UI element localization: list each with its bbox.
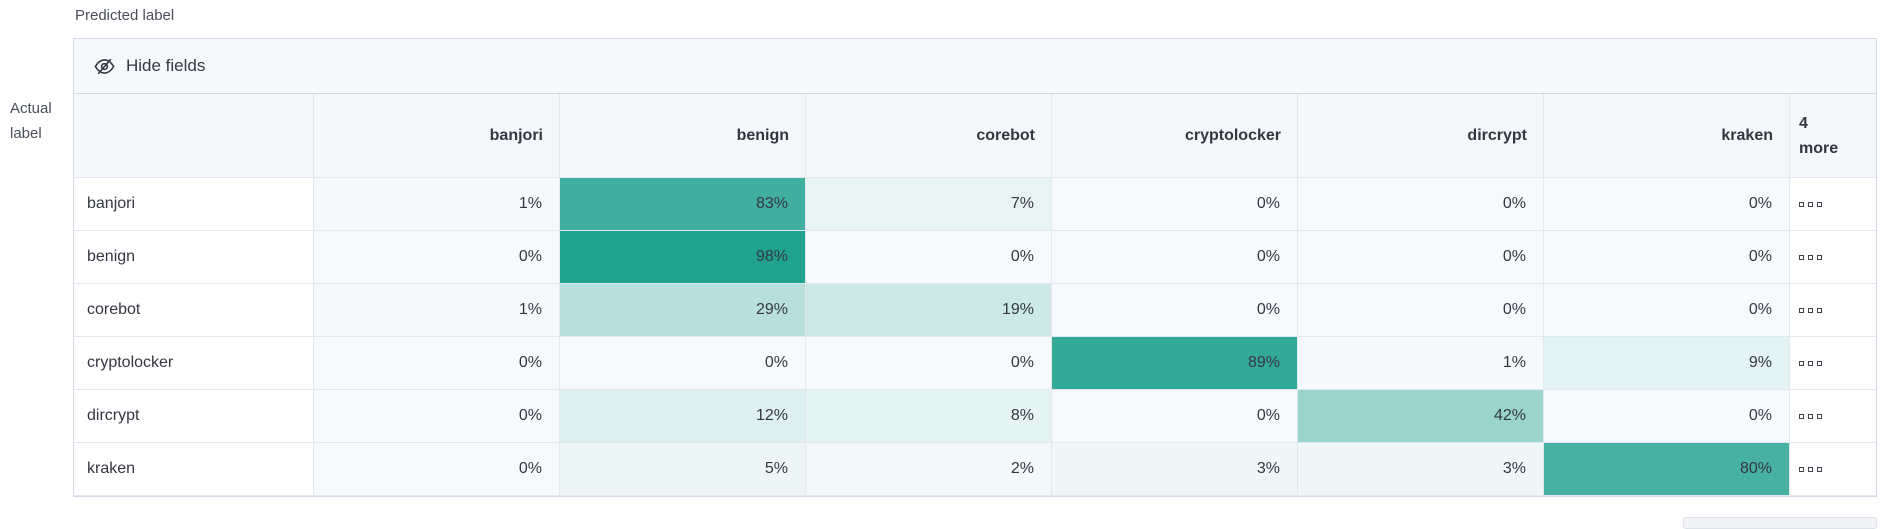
matrix-cell[interactable]: 1% [314,178,560,231]
matrix-cell[interactable]: 42% [1298,390,1544,443]
column-header-benign: benign [560,94,806,178]
matrix-cell[interactable]: 0% [1052,231,1298,284]
boxes-horizontal-icon [1799,307,1822,313]
eye-closed-icon [94,56,115,77]
matrix-cell[interactable]: 0% [1298,284,1544,337]
actual-axis-label-line2: label [10,125,42,142]
matrix-cell[interactable]: 7% [806,178,1052,231]
matrix-cell[interactable]: 1% [314,284,560,337]
confusion-matrix-grid: banjori benign corebot cryptolocker dirc… [74,94,1876,496]
more-columns-cell[interactable] [1790,178,1876,231]
hide-fields-label: Hide fields [126,56,206,75]
matrix-cell[interactable]: 0% [314,231,560,284]
column-header-banjori: banjori [314,94,560,178]
more-count: 4 [1799,114,1808,132]
matrix-cell[interactable]: 0% [314,390,560,443]
row-label-benign[interactable]: benign [74,231,314,284]
matrix-cell[interactable]: 3% [1052,443,1298,496]
more-columns-cell[interactable] [1790,231,1876,284]
column-header-kraken: kraken [1544,94,1790,178]
column-header-dircrypt: dircrypt [1298,94,1544,178]
hide-fields-button[interactable]: Hide fields [94,56,205,77]
row-label-dircrypt[interactable]: dircrypt [74,390,314,443]
more-columns-cell[interactable] [1790,284,1876,337]
column-header-corebot: corebot [806,94,1052,178]
more-columns-cell[interactable] [1790,443,1876,496]
matrix-cell[interactable]: 5% [560,443,806,496]
boxes-horizontal-icon [1799,254,1822,260]
matrix-cell[interactable]: 12% [560,390,806,443]
actual-axis-label: Actual label [10,96,52,146]
matrix-cell[interactable]: 0% [806,337,1052,390]
more-columns-cell[interactable] [1790,337,1876,390]
more-word: more [1799,139,1839,157]
row-label-kraken[interactable]: kraken [74,443,314,496]
grid-controls-bar: Hide fields [74,39,1876,94]
matrix-cell[interactable]: 0% [1052,390,1298,443]
matrix-cell[interactable]: 0% [1298,178,1544,231]
row-label-banjori[interactable]: banjori [74,178,314,231]
matrix-cell[interactable]: 0% [1544,390,1790,443]
more-columns-cell[interactable] [1790,390,1876,443]
column-header-cryptolocker: cryptolocker [1052,94,1298,178]
matrix-cell[interactable]: 98% [560,231,806,284]
matrix-cell[interactable]: 0% [806,231,1052,284]
matrix-cell[interactable]: 89% [1052,337,1298,390]
matrix-cell[interactable]: 9% [1544,337,1790,390]
boxes-horizontal-icon [1799,466,1822,472]
matrix-cell[interactable]: 0% [1052,284,1298,337]
predicted-axis-label: Predicted label [75,7,175,24]
header-corner-cell [74,94,314,178]
row-label-cryptolocker[interactable]: cryptolocker [74,337,314,390]
confusion-matrix-panel: Hide fields banjori benign corebot crypt… [73,38,1877,497]
actual-axis-label-line1: Actual [10,100,52,117]
matrix-cell[interactable]: 0% [1544,178,1790,231]
column-header-more[interactable]: 4 more [1790,94,1876,178]
matrix-cell[interactable]: 3% [1298,443,1544,496]
matrix-cell[interactable]: 80% [1544,443,1790,496]
matrix-cell[interactable]: 19% [806,284,1052,337]
matrix-cell[interactable]: 0% [314,443,560,496]
matrix-cell[interactable]: 83% [560,178,806,231]
boxes-horizontal-icon [1799,360,1822,366]
boxes-horizontal-icon [1799,201,1822,207]
row-label-corebot[interactable]: corebot [74,284,314,337]
matrix-cell[interactable]: 0% [1052,178,1298,231]
matrix-cell[interactable]: 29% [560,284,806,337]
boxes-horizontal-icon [1799,413,1822,419]
matrix-cell[interactable]: 2% [806,443,1052,496]
matrix-cell[interactable]: 1% [1298,337,1544,390]
matrix-cell[interactable]: 8% [806,390,1052,443]
matrix-cell[interactable]: 0% [560,337,806,390]
matrix-cell[interactable]: 0% [314,337,560,390]
matrix-cell[interactable]: 0% [1298,231,1544,284]
matrix-cell[interactable]: 0% [1544,231,1790,284]
matrix-cell[interactable]: 0% [1544,284,1790,337]
horizontal-scrollbar[interactable] [1683,517,1877,529]
